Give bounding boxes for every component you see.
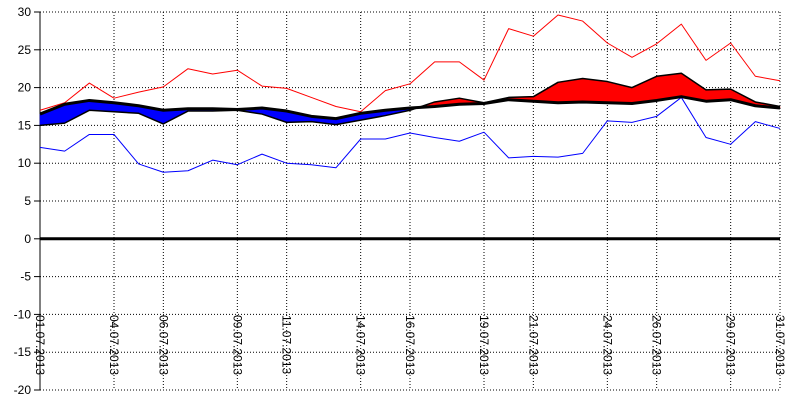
x-tick-label: 29.07.2013: [724, 315, 738, 375]
y-tick-label: 15: [18, 118, 32, 132]
grid: [34, 11, 781, 391]
series-line-0: [39, 14, 781, 113]
fill-above-segment: [631, 75, 657, 104]
series-line-2: [39, 95, 781, 121]
series-lines: [39, 14, 781, 173]
fill-below-segment: [39, 103, 65, 126]
y-tick-label: 25: [18, 43, 32, 57]
x-tick-label: 11.07.2013: [280, 315, 294, 374]
fill-above-segment: [582, 78, 608, 103]
y-tick-label: 0: [24, 232, 31, 246]
fill-above-segment: [533, 81, 559, 103]
y-tick-label: -20: [14, 383, 32, 397]
x-tick-label: 14.07.2013: [354, 315, 368, 375]
x-tick-label: 06.07.2013: [156, 315, 170, 375]
x-tick-label: 31.07.2013: [773, 315, 787, 375]
x-tick-label: 01.07.2013: [33, 315, 47, 375]
x-tick-label: 16.07.2013: [403, 315, 417, 375]
y-tick-label: -15: [14, 345, 32, 359]
series-line-1: [39, 96, 781, 173]
y-tick-label: 10: [18, 156, 32, 170]
x-tick-label: 09.07.2013: [230, 315, 244, 375]
x-tick-label: 24.07.2013: [600, 315, 614, 375]
y-tick-label: 30: [18, 5, 32, 19]
x-tick-label: 19.07.2013: [477, 315, 491, 375]
series-line-3: [39, 72, 781, 127]
y-tick-label: -5: [20, 270, 31, 284]
y-axis-labels: -20 -15 -10 -5 0 5 10 15 20 25 30: [14, 5, 32, 397]
x-tick-label: 26.07.2013: [650, 315, 664, 375]
y-tick-label: -10: [14, 307, 32, 321]
y-tick-label: 5: [24, 194, 31, 208]
y-tick-label: 20: [18, 81, 32, 95]
x-tick-label: 04.07.2013: [107, 315, 121, 375]
x-axis-labels: 01.07.2013 04.07.2013 06.07.2013 09.07.2013…: [33, 315, 787, 375]
x-tick-label: 21.07.2013: [526, 315, 540, 375]
